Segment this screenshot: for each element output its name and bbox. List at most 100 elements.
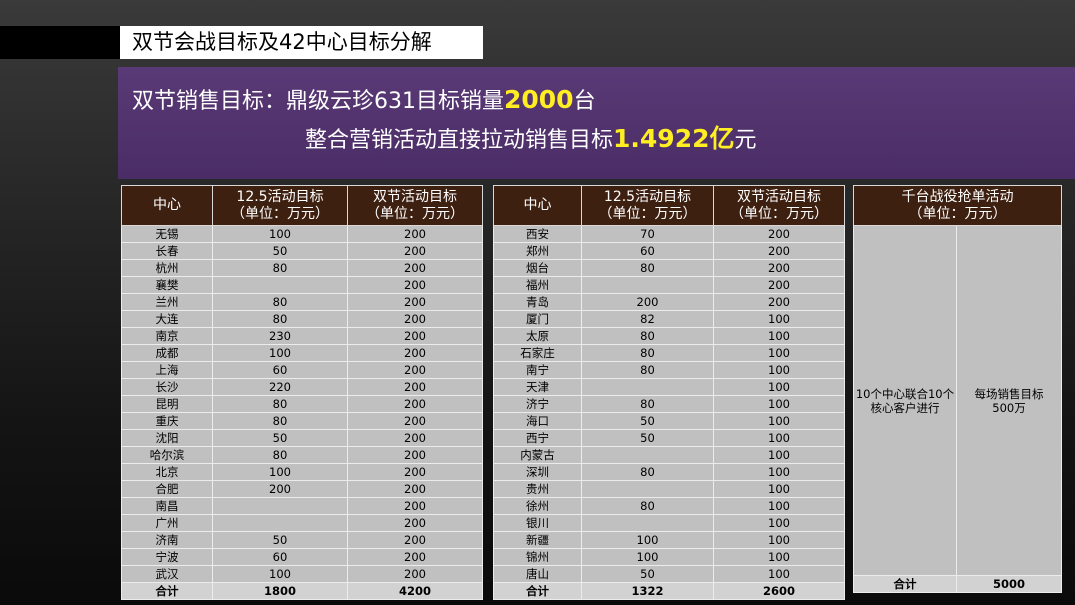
table-row: 烟台 80 200 [493, 259, 845, 277]
campaign-header: 千台战役抢单活动 （单位：万元） [853, 185, 1062, 226]
table-row: 北京 100 200 [121, 463, 483, 481]
target-holiday: 200 [347, 497, 483, 515]
table-row: 昆明 80 200 [121, 395, 483, 413]
target-holiday: 100 [713, 514, 845, 532]
table-row: 无锡 100 200 [121, 225, 483, 243]
target-holiday: 100 [713, 429, 845, 447]
target-12-5 [212, 497, 348, 515]
target-holiday: 100 [713, 531, 845, 549]
center-name: 深圳 [493, 463, 582, 481]
center-name: 太原 [493, 327, 582, 345]
target-holiday: 100 [713, 480, 845, 498]
target-holiday: 100 [713, 344, 845, 362]
target-12-5: 230 [212, 327, 348, 345]
table-row: 锦州 100 100 [493, 548, 845, 566]
target-12-5: 60 [212, 361, 348, 379]
center-name: 广州 [121, 514, 213, 532]
table-row: 济宁 80 100 [493, 395, 845, 413]
target-holiday: 200 [347, 310, 483, 328]
banner-line-2-suffix: 元 [734, 128, 757, 153]
center-name: 锦州 [493, 548, 582, 566]
center-name: 银川 [493, 514, 582, 532]
table-row: 武汉 100 200 [121, 565, 483, 583]
table-row: 厦门 82 100 [493, 310, 845, 328]
center-name: 无锡 [121, 225, 213, 243]
target-12-5: 200 [212, 480, 348, 498]
table-row: 内蒙古 100 [493, 446, 845, 464]
center-name: 沈阳 [121, 429, 213, 447]
center-name: 唐山 [493, 565, 582, 583]
table-row: 广州 200 [121, 514, 483, 532]
target-12-5: 50 [212, 531, 348, 549]
center-name: 长春 [121, 242, 213, 260]
table-row: 济南 50 200 [121, 531, 483, 549]
target-12-5 [581, 480, 714, 498]
target-holiday: 200 [713, 293, 845, 311]
total-label: 合计 [853, 575, 957, 593]
center-name: 石家庄 [493, 344, 582, 362]
target-holiday: 100 [713, 395, 845, 413]
center-name: 武汉 [121, 565, 213, 583]
target-12-5: 100 [581, 531, 714, 549]
target-12-5: 80 [212, 395, 348, 413]
center-targets-table-2: 中心 12.5活动目标 （单位：万元） 双节活动目标 （单位：万元） 西安 70 200… [493, 185, 845, 600]
target-12-5: 100 [581, 548, 714, 566]
target-12-5: 80 [212, 293, 348, 311]
center-name: 南昌 [121, 497, 213, 515]
target-holiday: 200 [713, 276, 845, 294]
table-row: 合肥 200 200 [121, 480, 483, 498]
target-12-5: 80 [212, 446, 348, 464]
target-holiday: 200 [347, 293, 483, 311]
table-row: 青岛 200 200 [493, 293, 845, 311]
target-12-5 [212, 276, 348, 294]
table-row: 西安 70 200 [493, 225, 845, 243]
table-row: 南京 230 200 [121, 327, 483, 345]
target-holiday: 100 [713, 565, 845, 583]
center-name: 济南 [121, 531, 213, 549]
title-accent-bar [0, 26, 120, 59]
target-holiday: 200 [347, 276, 483, 294]
banner-line-2: 整合营销活动直接拉动销售目标1.4922亿元 [305, 119, 757, 155]
target-12-5: 80 [581, 361, 714, 379]
total-value: 4200 [347, 582, 483, 600]
table-row: 深圳 80 100 [493, 463, 845, 481]
target-banner: 双节销售目标：鼎级云珍631目标销量2000台 整合营销活动直接拉动销售目标1.… [118, 67, 1075, 179]
total-value: 1322 [581, 582, 714, 600]
table-row: 沈阳 50 200 [121, 429, 483, 447]
table-row: 南昌 200 [121, 497, 483, 515]
banner-line-1-suffix: 台 [573, 89, 596, 114]
table-total-row: 合计 1322 2600 [493, 582, 845, 600]
table-row: 贵州 100 [493, 480, 845, 498]
target-holiday: 200 [347, 429, 483, 447]
center-name: 合肥 [121, 480, 213, 498]
table-header-row: 中心 12.5活动目标 （单位：万元） 双节活动目标 （单位：万元） [493, 185, 845, 226]
target-holiday: 100 [713, 497, 845, 515]
target-holiday: 200 [713, 259, 845, 277]
table-row: 襄樊 200 [121, 276, 483, 294]
center-name: 天津 [493, 378, 582, 396]
center-name: 西安 [493, 225, 582, 243]
target-12-5: 50 [581, 565, 714, 583]
target-12-5: 100 [212, 225, 348, 243]
target-12-5: 200 [581, 293, 714, 311]
target-12-5: 60 [212, 548, 348, 566]
target-holiday: 200 [347, 463, 483, 481]
target-holiday: 200 [347, 361, 483, 379]
target-holiday: 200 [347, 412, 483, 430]
table-row: 福州 200 [493, 276, 845, 294]
table-row: 海口 50 100 [493, 412, 845, 430]
target-12-5: 220 [212, 378, 348, 396]
center-name: 宁波 [121, 548, 213, 566]
center-name: 大连 [121, 310, 213, 328]
center-name: 内蒙古 [493, 446, 582, 464]
target-holiday: 200 [347, 548, 483, 566]
total-label: 合计 [493, 582, 582, 600]
center-name: 海口 [493, 412, 582, 430]
banner-line-2-text: 整合营销活动直接拉动销售目标 [305, 128, 614, 153]
target-12-5: 80 [581, 344, 714, 362]
header-holiday-target: 双节活动目标 （单位：万元） [347, 185, 483, 226]
target-12-5: 80 [581, 463, 714, 481]
total-value: 2600 [713, 582, 845, 600]
target-holiday: 200 [347, 446, 483, 464]
center-name: 烟台 [493, 259, 582, 277]
